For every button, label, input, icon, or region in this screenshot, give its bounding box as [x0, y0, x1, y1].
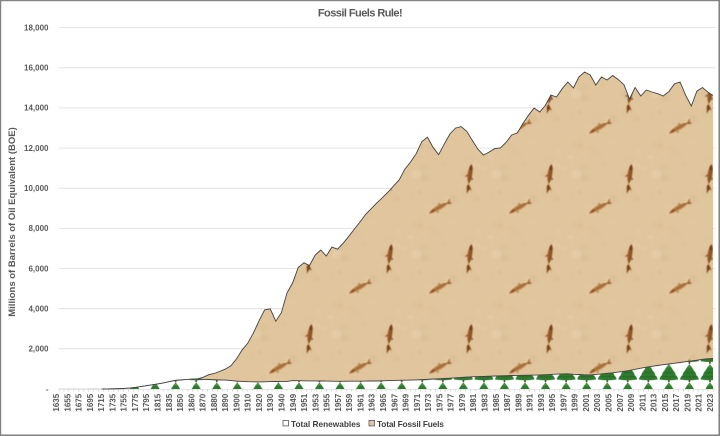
svg-text:1991: 1991 — [526, 393, 535, 411]
svg-text:2023: 2023 — [706, 393, 715, 411]
svg-text:1695: 1695 — [86, 393, 95, 411]
svg-text:1900: 1900 — [232, 393, 241, 411]
svg-text:1920: 1920 — [255, 393, 264, 411]
svg-text:1973: 1973 — [424, 393, 433, 411]
svg-text:1951: 1951 — [300, 393, 309, 411]
svg-text:2011: 2011 — [638, 393, 647, 411]
svg-text:2003: 2003 — [593, 393, 602, 411]
svg-text:2005: 2005 — [605, 393, 614, 411]
svg-text:1949: 1949 — [289, 393, 298, 411]
svg-text:Millions of Barrels of Oil Equ: Millions of Barrels of Oil Equivalent (B… — [7, 127, 18, 317]
svg-text:1715: 1715 — [97, 393, 106, 411]
svg-text:1977: 1977 — [447, 393, 456, 411]
svg-text:1655: 1655 — [63, 393, 72, 411]
svg-text:1993: 1993 — [537, 393, 546, 411]
svg-text:1860: 1860 — [187, 393, 196, 411]
svg-text:1999: 1999 — [571, 393, 580, 411]
svg-text:1775: 1775 — [131, 393, 140, 411]
svg-text:1965: 1965 — [379, 393, 388, 411]
svg-text:1987: 1987 — [503, 393, 512, 411]
svg-text:1910: 1910 — [244, 393, 253, 411]
svg-text:2021: 2021 — [695, 393, 704, 411]
svg-text:1850: 1850 — [176, 393, 185, 411]
svg-text:18,000: 18,000 — [24, 23, 49, 32]
svg-text:1635: 1635 — [52, 393, 61, 411]
svg-text:16,000: 16,000 — [24, 64, 49, 73]
svg-text:Total Fossil Fuels: Total Fossil Fuels — [377, 419, 444, 429]
svg-text:1870: 1870 — [199, 393, 208, 411]
svg-text:1997: 1997 — [559, 393, 568, 411]
svg-text:1985: 1985 — [492, 393, 501, 411]
svg-text:4,000: 4,000 — [28, 305, 49, 314]
svg-text:1835: 1835 — [165, 393, 174, 411]
svg-text:Total Renewables: Total Renewables — [291, 419, 361, 429]
svg-text:1880: 1880 — [210, 393, 219, 411]
svg-text:2001: 2001 — [582, 393, 591, 411]
svg-text:1971: 1971 — [413, 393, 422, 411]
svg-text:1957: 1957 — [334, 393, 343, 411]
svg-text:14,000: 14,000 — [24, 104, 49, 113]
svg-text:2009: 2009 — [627, 393, 636, 411]
svg-text:1959: 1959 — [345, 393, 354, 411]
svg-text:Fossil Fuels Rule!: Fossil Fuels Rule! — [318, 8, 402, 20]
svg-text:10,000: 10,000 — [24, 184, 49, 193]
svg-text:2017: 2017 — [672, 393, 681, 411]
svg-text:1815: 1815 — [153, 393, 162, 411]
svg-text:1963: 1963 — [368, 393, 377, 411]
svg-text:12,000: 12,000 — [24, 144, 49, 153]
svg-text:1969: 1969 — [402, 393, 411, 411]
svg-text:1735: 1735 — [108, 393, 117, 411]
svg-text:1983: 1983 — [480, 393, 489, 411]
svg-text:1940: 1940 — [278, 393, 287, 411]
svg-text:2019: 2019 — [683, 393, 692, 411]
svg-text:2015: 2015 — [661, 393, 670, 411]
svg-text:1930: 1930 — [266, 393, 275, 411]
svg-text:2013: 2013 — [650, 393, 659, 411]
svg-text:1795: 1795 — [142, 393, 151, 411]
svg-text:1981: 1981 — [469, 393, 478, 411]
svg-text:1979: 1979 — [458, 393, 467, 411]
svg-text:2,000: 2,000 — [28, 345, 49, 354]
svg-text:6,000: 6,000 — [28, 264, 49, 273]
svg-text:1961: 1961 — [356, 393, 365, 411]
svg-text:1755: 1755 — [120, 393, 129, 411]
svg-text:-: - — [46, 385, 49, 394]
svg-text:1890: 1890 — [221, 393, 230, 411]
svg-text:1975: 1975 — [435, 393, 444, 411]
svg-text:8,000: 8,000 — [28, 224, 49, 233]
svg-text:1967: 1967 — [390, 393, 399, 411]
svg-text:2007: 2007 — [616, 393, 625, 411]
svg-text:1953: 1953 — [311, 393, 320, 411]
svg-text:1989: 1989 — [514, 393, 523, 411]
svg-text:1955: 1955 — [323, 393, 332, 411]
svg-text:1675: 1675 — [75, 393, 84, 411]
svg-text:1995: 1995 — [548, 393, 557, 411]
